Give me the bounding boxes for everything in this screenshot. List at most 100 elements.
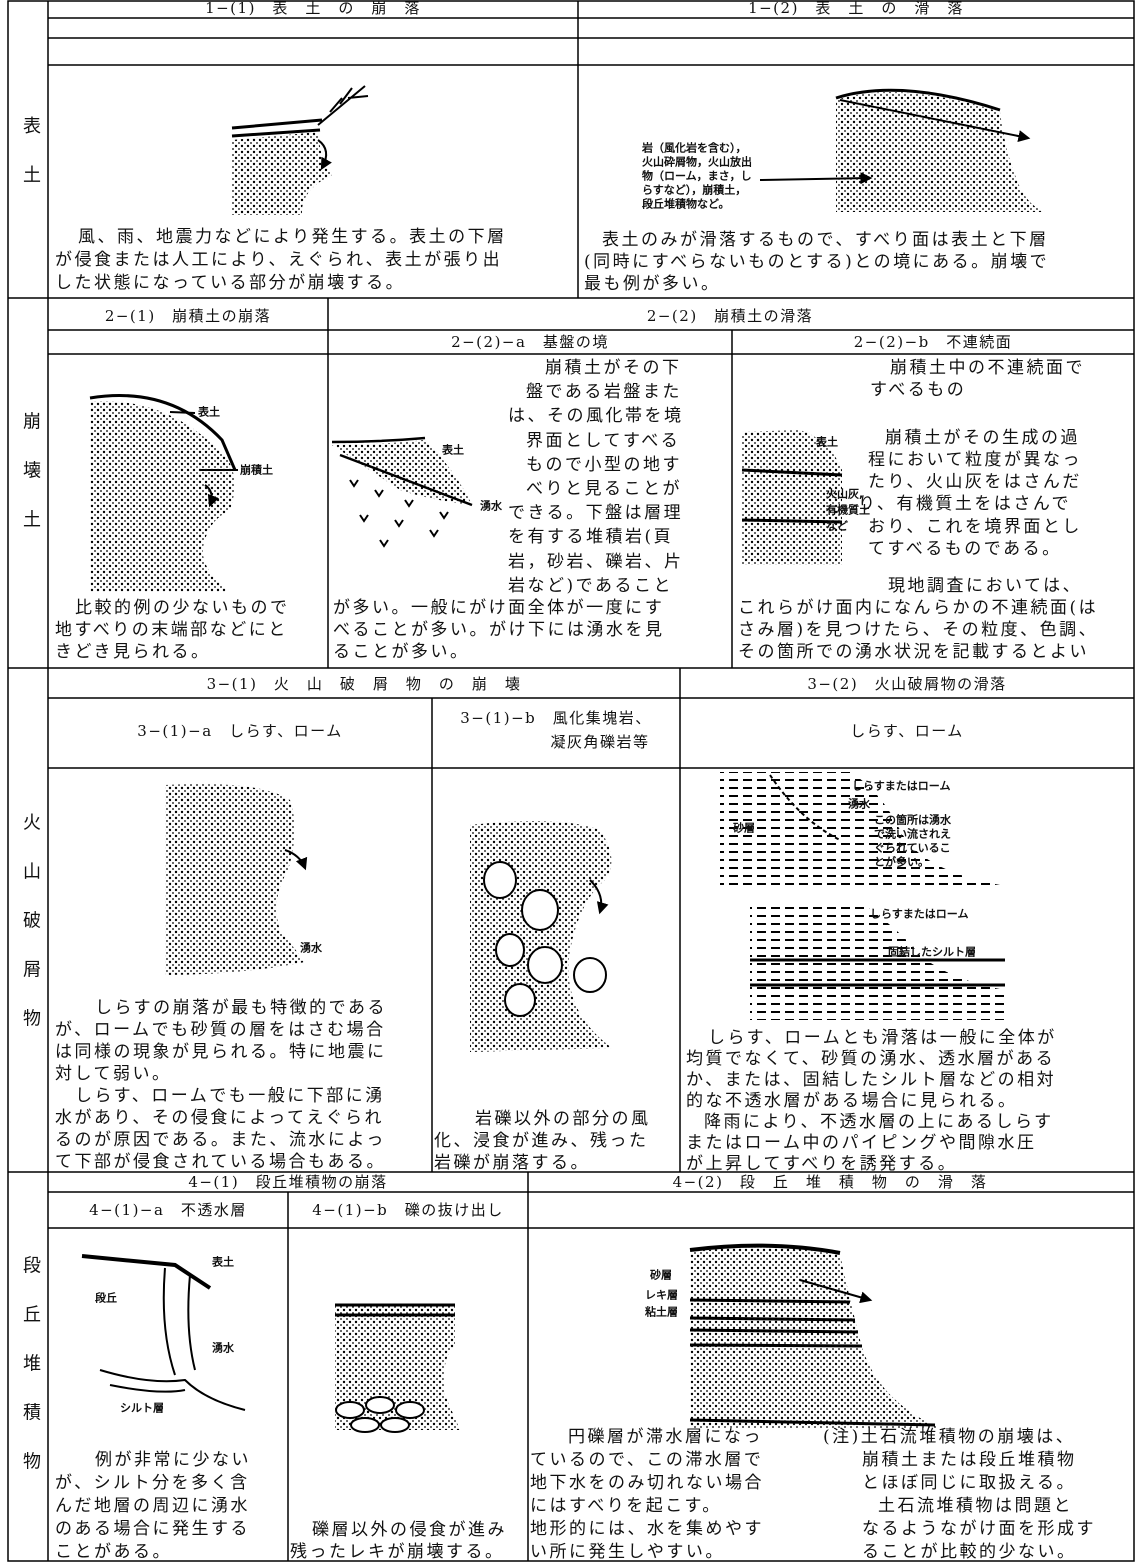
body-text: なるようながけ面を形成す	[862, 1519, 1096, 1539]
figure-label: 表土	[816, 435, 838, 449]
header: 3−(2) 火山破屑物の滑落	[807, 675, 1007, 693]
figure-label: など	[826, 519, 848, 533]
figure-label: 砂層	[733, 821, 755, 835]
body-text: て下部が侵食されている場合もある。	[55, 1152, 386, 1172]
body-text: その箇所での湧水状況を記載するとよい	[738, 642, 1089, 662]
header: 1−(2) 表 土 の 滑 落	[748, 0, 964, 17]
figure-label: 段丘堆積物など。	[642, 197, 730, 211]
body-text: たり、火山灰をはさんだ	[868, 472, 1082, 492]
body-text: べりと見ることが	[526, 479, 682, 499]
figure-label: 砂層	[650, 1268, 672, 1282]
body-text: が、シルト分を多く含	[55, 1473, 250, 1493]
body-text: が多い。一般にがけ面全体が一度にす	[333, 598, 665, 618]
body-text: 現地調査においては、	[888, 576, 1083, 596]
figure-4b	[335, 1303, 460, 1433]
body-text: した状態になっている部分が崩壊する。	[55, 273, 406, 293]
figure-label: 岩（風化岩を含む），	[642, 141, 747, 155]
figure-2-1	[89, 394, 238, 592]
header: 4−(2) 段 丘 堆 積 物 の 滑 落	[672, 1173, 988, 1191]
figure-label: この箇所は湧水	[874, 813, 951, 827]
figure-label: 有機質土	[826, 503, 870, 517]
body-text: 崩積土がその下	[545, 358, 682, 378]
body-text: 比較的例の少ないもので	[75, 598, 290, 618]
body-text: か、または、固結したシルト層などの相対	[686, 1070, 1057, 1090]
body-text: 礫層以外の侵食が進み	[312, 1520, 507, 1540]
body-text: 崩積土中の不連続面で	[890, 358, 1085, 378]
body-text: 地下水をのみ切れない場合	[530, 1473, 764, 1493]
body-text: 最も例が多い。	[584, 274, 721, 294]
figure-label: 表土	[198, 405, 220, 419]
body-text: おり、これを境界面とし	[868, 517, 1082, 537]
figure-label: 湧水	[848, 797, 870, 811]
body-text: にはすべりを起こす。	[530, 1496, 722, 1516]
body-text: 地すべりの末端部などにと	[55, 620, 288, 640]
subheader: 2−(2)−b 不連続面	[853, 333, 1013, 351]
body-text: んだ地層の周辺に湧水	[55, 1496, 250, 1516]
body-text: り、有機質土をはさんで	[858, 494, 1071, 514]
figure-3a	[165, 784, 308, 975]
figure-label: 粘土層	[645, 1305, 678, 1319]
figure-1-1	[231, 85, 369, 215]
figure-label: 表土	[212, 1255, 234, 1269]
body-text: ことがある。	[55, 1542, 172, 1562]
body-text: ることが比較的少ない。	[862, 1542, 1077, 1562]
figure-label: 崩積土	[240, 463, 273, 477]
figure-label: ぐられているこ	[874, 841, 951, 855]
figure-label: 固結したシルト層	[888, 945, 976, 959]
body-text: とほぼ同じに取扱える。	[862, 1473, 1076, 1493]
figure-label: とが多い。	[874, 855, 929, 869]
body-text: できる。下盤は層理	[508, 503, 684, 524]
figure-label: シルト層	[120, 1401, 164, 1415]
body-text: 地形的には、水を集めやす	[530, 1519, 764, 1539]
body-text: 表土のみが滑落するもので、すべり面は表土と下層	[602, 230, 1049, 250]
body-text: 対して弱い。	[55, 1064, 172, 1084]
row-label: 火山破屑物	[20, 812, 41, 1058]
figure-label: しらすまたはローム	[870, 907, 969, 921]
body-text: 例が非常に少ない	[95, 1450, 251, 1470]
body-text: 界面としてすべる	[526, 430, 681, 451]
header: 3−(1) 火 山 破 屑 物 の 崩 壊	[206, 675, 522, 693]
body-text: ているので、この滞水層で	[530, 1450, 764, 1470]
body-text: 岩礫が崩落する。	[434, 1153, 590, 1173]
row-label: 表土	[20, 116, 41, 214]
body-text: 円礫層が滞水層になっ	[568, 1427, 763, 1447]
figure-3b	[470, 821, 612, 1052]
body-text: きどき見られる。	[55, 642, 211, 662]
subheader: 4−(1)−a 不透水層	[89, 1201, 247, 1219]
body-text: 水があり、その侵食によってえぐられ	[55, 1108, 384, 1128]
body-text: さみ層)を見つけたら、その粒度、色調、	[738, 620, 1099, 640]
body-text: は、その風化帯を境	[508, 406, 684, 427]
body-text: 残ったレキが崩壊する。	[290, 1542, 505, 1562]
figure-label: 段丘	[95, 1291, 117, 1305]
figure-label: らすなど），崩積土，	[642, 183, 747, 197]
body-text: 風、雨、地震力などにより発生する。表土の下層	[78, 227, 507, 247]
body-text: しらす、ロームとも滑落は一般に全体が	[708, 1028, 1057, 1048]
body-text: 降雨により、不透水層の上にあるしらす	[704, 1112, 1054, 1132]
subheader: 3−(1)−b 風化集塊岩、	[460, 709, 652, 727]
body-text: が侵食または人工により、えぐられ、表土が張り出	[55, 250, 503, 270]
subheader: しらす、ローム	[850, 722, 964, 740]
figure-label: 火山灰,	[826, 487, 864, 501]
body-text: 化、浸食が進み、残った	[434, 1131, 649, 1151]
body-text: すべるもの	[870, 380, 967, 400]
body-text: またはローム中のパイピングや間隙水圧	[686, 1133, 1037, 1153]
body-text: 均質でなくて、砂質の湧水、透水層がある	[686, 1049, 1056, 1069]
body-text: てすべるものである。	[868, 539, 1062, 559]
body-text: 程において粒度が異なっ	[868, 450, 1082, 470]
figure-label: しらすまたはローム	[852, 779, 951, 793]
body-text: は同様の現象が見られる。特に地震に	[55, 1042, 387, 1062]
subheader: 3−(1)−a しらす、ローム	[137, 722, 343, 740]
subheader: 凝灰角礫岩等	[550, 733, 650, 751]
body-text: 崩積土または段丘堆積物	[862, 1450, 1077, 1470]
body-text: 岩礫以外の部分の風	[475, 1109, 651, 1129]
body-text: ることが多い。	[333, 642, 470, 662]
header: 1−(1) 表 土 の 崩 落	[205, 0, 421, 17]
body-text: が、ロームでも砂質の層をはさむ場合	[55, 1020, 386, 1040]
body-text: べることが多い。がけ下には湧水を見	[333, 620, 665, 640]
body-text: るのが原因である。また、流水によっ	[55, 1130, 386, 1150]
body-text: い所に発生しやすい。	[530, 1542, 725, 1562]
body-text: しらす、ロームでも一般に下部に湧	[75, 1086, 385, 1106]
figure-3-2	[720, 772, 1005, 1020]
subheader: 4−(1)−b 礫の抜け出し	[312, 1201, 504, 1219]
body-text: もので小型の地す	[526, 454, 682, 475]
